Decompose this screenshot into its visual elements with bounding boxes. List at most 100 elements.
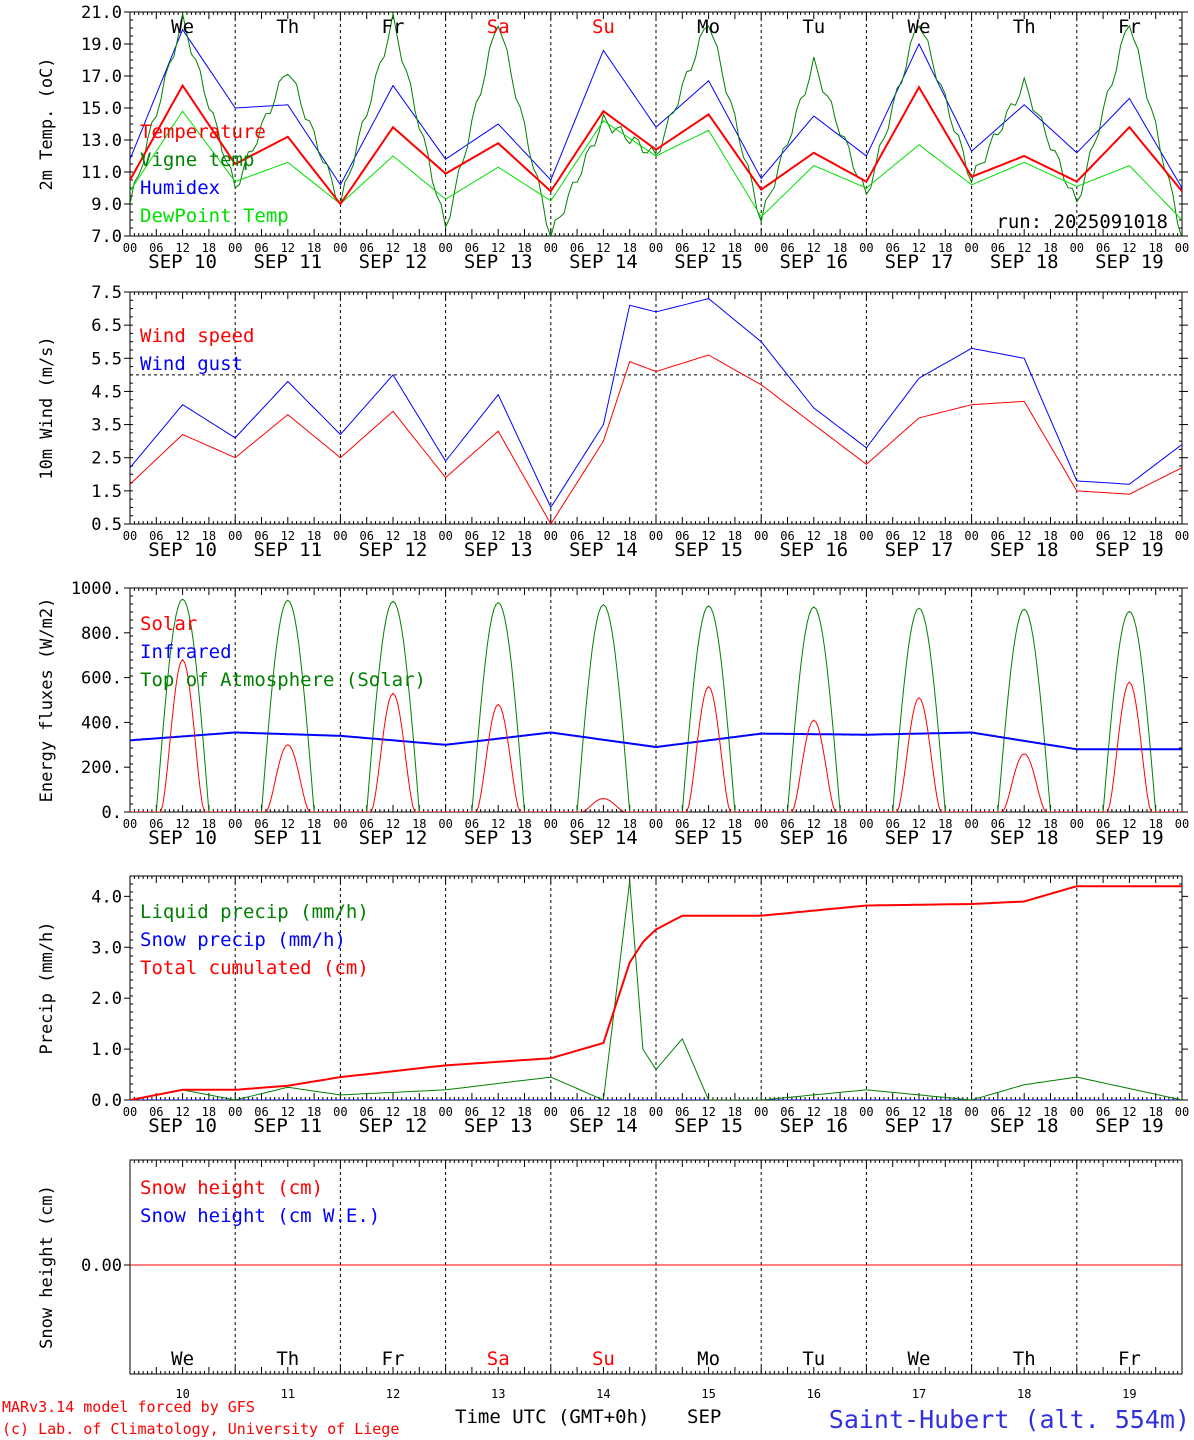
hour-tick-label: 00 [228, 529, 242, 543]
y-tick-label: 200. [81, 758, 122, 778]
hour-tick-label: 06 [254, 817, 268, 831]
hour-tick-label: 18 [307, 1105, 321, 1119]
y-tick-label: 3.0 [91, 938, 122, 958]
hour-tick-label: 06 [149, 817, 163, 831]
hour-tick-label: 00 [544, 817, 558, 831]
hour-tick-label: 06 [675, 817, 689, 831]
series-infrared [130, 731, 1182, 751]
hour-tick-label: 12 [491, 1105, 505, 1119]
hour-tick-label: 12 [175, 817, 189, 831]
date-label: SEP 19 [1095, 1115, 1164, 1137]
hour-tick-label: 18 [728, 529, 742, 543]
hour-tick-label: 12 [912, 817, 926, 831]
hour-tick-label: 06 [1096, 529, 1110, 543]
hour-tick-label: 00 [859, 241, 873, 255]
date-label: SEP 15 [674, 1115, 743, 1137]
y-tick-label: 2.5 [91, 449, 122, 469]
hour-tick-label: 00 [544, 1105, 558, 1119]
hour-tick-label: 06 [780, 241, 794, 255]
hour-tick-label: 00 [1070, 817, 1084, 831]
hour-tick-label: 00 [1175, 529, 1189, 543]
model-credit: MARv3.14 model forced by GFS [2, 1398, 255, 1416]
date-label: SEP 15 [674, 251, 743, 273]
hour-tick-label: 18 [1043, 817, 1057, 831]
hour-tick-label: 06 [149, 529, 163, 543]
hour-tick-label: 18 [412, 529, 426, 543]
date-label: SEP 11 [253, 251, 322, 273]
series-vigne-temp [130, 13, 1182, 236]
day-abbr-label: We [908, 1348, 931, 1370]
series-liquid-precip-mm-h- [130, 881, 1182, 1100]
hour-tick-label: 06 [359, 241, 373, 255]
day-number-label: 11 [281, 1387, 295, 1401]
hour-tick-label: 00 [964, 529, 978, 543]
y-tick-label: 1.5 [91, 482, 122, 502]
hour-tick-label: 12 [491, 817, 505, 831]
hour-tick-label: 00 [1175, 1105, 1189, 1119]
hour-tick-label: 18 [622, 241, 636, 255]
hour-tick-label: 12 [491, 529, 505, 543]
hour-tick-label: 00 [754, 241, 768, 255]
series-solar [130, 658, 1182, 812]
hour-tick-label: 18 [412, 241, 426, 255]
hour-tick-label: 00 [438, 817, 452, 831]
y-tick-label: 0.0 [91, 1091, 122, 1111]
hour-tick-label: 06 [149, 241, 163, 255]
y-tick-label: 11.0 [81, 163, 122, 183]
day-number-label: 15 [701, 1387, 715, 1401]
hour-tick-label: 18 [622, 529, 636, 543]
date-label: SEP 16 [779, 539, 848, 561]
hour-tick-label: 12 [281, 817, 295, 831]
legend-entry: Temperature [140, 121, 266, 143]
hour-tick-label: 00 [333, 241, 347, 255]
hour-tick-label: 00 [964, 1105, 978, 1119]
hour-tick-label: 00 [1175, 241, 1189, 255]
date-label: SEP 11 [253, 539, 322, 561]
hour-tick-label: 18 [938, 817, 952, 831]
hour-tick-label: 00 [964, 817, 978, 831]
panel-3: 0. 200. 400. 600. 800. 1000. Energy fluxes (W/… [37, 579, 1189, 849]
hour-tick-label: 18 [307, 241, 321, 255]
hour-tick-label: 00 [123, 1105, 137, 1119]
hour-tick-label: 12 [912, 1105, 926, 1119]
date-label: SEP 16 [779, 827, 848, 849]
plot-area [130, 13, 1182, 236]
day-abbr-label: Th [276, 1348, 299, 1370]
y-tick-label: 600. [81, 669, 122, 689]
hour-tick-label: 12 [807, 1105, 821, 1119]
day-abbr-label: Th [1013, 1348, 1036, 1370]
date-label: SEP 19 [1095, 539, 1164, 561]
hour-tick-label: 12 [281, 241, 295, 255]
hour-tick-label: 00 [438, 1105, 452, 1119]
hour-tick-label: 00 [544, 529, 558, 543]
hour-tick-label: 00 [754, 1105, 768, 1119]
y-tick-label: 9.0 [91, 195, 122, 215]
date-label: SEP 16 [779, 1115, 848, 1137]
hour-tick-label: 12 [281, 1105, 295, 1119]
panel-2: 0.5 1.5 2.5 3.5 4.5 5.5 6.5 7.5 10m Wind (m/s) Wi… [37, 283, 1189, 561]
hour-tick-label: 06 [254, 1105, 268, 1119]
hour-tick-label: 18 [938, 529, 952, 543]
y-tick-label: 3.5 [91, 416, 122, 436]
hour-tick-label: 12 [1122, 529, 1136, 543]
date-label: SEP 17 [885, 539, 954, 561]
date-label: SEP 14 [569, 251, 638, 273]
hour-tick-label: 06 [149, 1105, 163, 1119]
hour-tick-label: 12 [596, 1105, 610, 1119]
y-tick-label: 0.5 [91, 515, 122, 535]
day-abbr-label: We [171, 16, 194, 38]
hour-tick-label: 06 [675, 1105, 689, 1119]
y-tick-label: 7.5 [91, 283, 122, 303]
legend-entry: Humidex [140, 177, 220, 199]
hour-tick-label: 00 [228, 817, 242, 831]
panel-5: 0.00 Snow height (cm) Snow height (cm) Snow… [37, 1159, 1183, 1401]
hour-tick-label: 18 [307, 529, 321, 543]
hour-tick-label: 18 [622, 817, 636, 831]
hour-tick-label: 18 [1148, 529, 1162, 543]
hour-tick-label: 06 [465, 817, 479, 831]
hour-tick-label: 18 [307, 817, 321, 831]
hour-tick-label: 18 [202, 529, 216, 543]
hour-tick-label: 06 [359, 1105, 373, 1119]
panels: 7.0 9.0 11.0 13.0 15.0 17.0 19.0 21.0 2m Temp. (… [37, 3, 1189, 1401]
y-axis-label: Snow height (cm) [37, 1185, 57, 1349]
